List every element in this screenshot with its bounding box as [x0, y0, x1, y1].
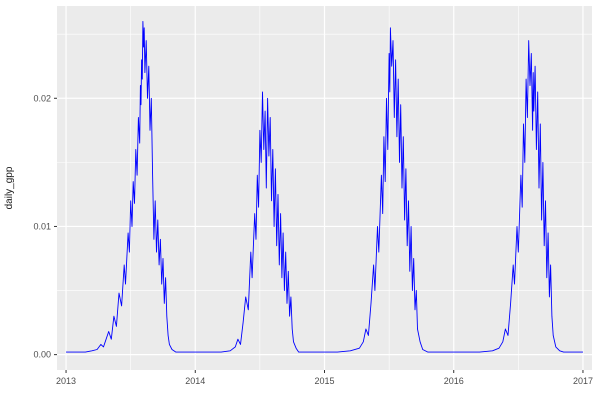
- y-tick-label: 0.02: [33, 93, 51, 103]
- axes: 2013 2014 2015 2016 2017 0.00 0.01 0.02: [33, 93, 593, 386]
- x-tick-label: 2015: [314, 376, 334, 386]
- x-tick-label: 2016: [444, 376, 464, 386]
- x-tick-label: 2017: [573, 376, 593, 386]
- data-series: [66, 20, 583, 353]
- y-axis-title: daily_gpp: [4, 166, 15, 209]
- y-tick-label: 0.00: [33, 350, 51, 360]
- gpp-line: [66, 20, 583, 353]
- y-tick-label: 0.01: [33, 221, 51, 231]
- x-tick-label: 2013: [56, 376, 76, 386]
- x-tick-label: 2014: [185, 376, 205, 386]
